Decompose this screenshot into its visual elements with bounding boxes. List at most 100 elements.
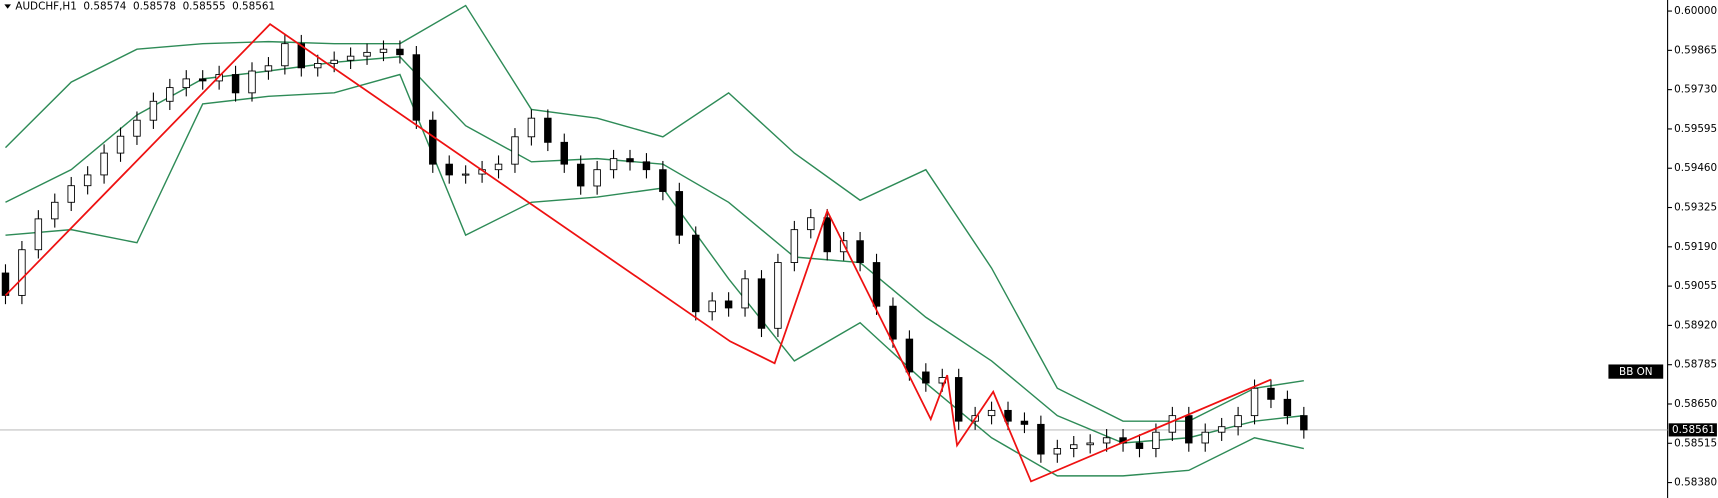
candle-body xyxy=(905,338,914,373)
plot-area xyxy=(0,4,1668,483)
candle-body xyxy=(872,262,881,307)
candle-body xyxy=(856,240,864,263)
y-tick-label: 0.58650 xyxy=(1674,398,1717,410)
symbol: AUDCHF,H1 xyxy=(15,1,77,13)
header-price: 0.58561 xyxy=(232,1,275,13)
candle-body xyxy=(807,217,815,231)
candle-body xyxy=(1020,420,1029,425)
candle-body xyxy=(889,305,897,340)
candle-body xyxy=(396,48,404,56)
candle-body xyxy=(576,163,585,187)
header-price: 0.58555 xyxy=(183,1,226,13)
candle-body xyxy=(922,371,930,384)
candle-body xyxy=(412,54,421,121)
candle-body xyxy=(248,70,256,94)
current-price-label: 0.58561 xyxy=(1672,424,1715,436)
candle-body xyxy=(116,135,125,154)
candle-body xyxy=(642,161,651,171)
candle-body xyxy=(560,141,568,165)
candle-body xyxy=(461,173,470,176)
candle-body xyxy=(1070,444,1078,449)
candle-body xyxy=(494,163,503,171)
candle-body xyxy=(1185,415,1193,444)
candle-body xyxy=(757,278,766,329)
badge-box xyxy=(1608,364,1664,379)
y-tick-label: 0.59460 xyxy=(1674,162,1717,174)
candle-body xyxy=(987,409,996,417)
y-tick-label: 0.59190 xyxy=(1674,241,1717,253)
candle-body xyxy=(724,300,733,309)
candle-body xyxy=(100,152,108,176)
candle-body xyxy=(954,377,963,422)
candle-body xyxy=(363,51,371,57)
candle-body xyxy=(609,158,618,171)
candle-body xyxy=(215,74,223,82)
y-tick-label: 0.59865 xyxy=(1674,44,1717,56)
candle-body xyxy=(1037,423,1045,455)
candle-body xyxy=(593,169,601,187)
candle-body xyxy=(346,55,355,61)
candle-body xyxy=(790,229,799,263)
candle-body xyxy=(379,48,388,53)
candle-body xyxy=(1135,442,1144,449)
candle-body xyxy=(675,191,684,236)
candle-body xyxy=(83,174,92,187)
candle-body xyxy=(527,117,536,138)
candle-body xyxy=(1250,387,1259,417)
candle-body xyxy=(1267,387,1275,400)
candle-body xyxy=(297,43,306,69)
candle-body xyxy=(182,78,190,89)
candle-body xyxy=(67,185,75,203)
candle-body xyxy=(198,78,207,82)
candle-body xyxy=(1053,448,1062,455)
candle-body xyxy=(1086,442,1094,446)
candle-body xyxy=(1152,431,1160,449)
candle-body xyxy=(1234,415,1242,428)
y-tick-label: 0.59730 xyxy=(1674,84,1717,96)
candle-body xyxy=(1004,409,1012,422)
candle-body xyxy=(511,136,519,165)
candle-body xyxy=(626,158,634,163)
current-price-box xyxy=(1668,423,1717,437)
y-tick-label: 0.58785 xyxy=(1674,359,1717,371)
header-price: 0.58578 xyxy=(133,1,176,13)
candle-body xyxy=(166,87,174,102)
candle-body xyxy=(429,119,437,165)
candle-body xyxy=(281,43,289,67)
candle-body xyxy=(314,63,322,69)
candle-body xyxy=(708,300,716,313)
chart-header: AUDCHF,H1 0.58574 0.58578 0.58555 0.58561 xyxy=(15,1,275,13)
candle-body xyxy=(18,249,26,296)
menu-triangle xyxy=(4,4,11,9)
candle-body xyxy=(1102,437,1111,444)
candle-body xyxy=(544,117,552,143)
candle-body xyxy=(823,217,831,253)
candle-body xyxy=(231,74,240,94)
y-tick-label: 0.60000 xyxy=(1674,5,1717,17)
candle-body xyxy=(659,169,667,192)
candle-body xyxy=(741,278,749,309)
candle-body xyxy=(330,59,338,64)
candle-body xyxy=(1283,398,1292,417)
candle-body xyxy=(149,100,158,121)
y-tick-label: 0.58380 xyxy=(1674,477,1717,489)
y-tick-label: 0.59595 xyxy=(1674,123,1717,135)
candle-body xyxy=(445,163,453,176)
candle-body xyxy=(51,201,59,220)
candle-body xyxy=(34,218,43,251)
y-tick-label: 0.58515 xyxy=(1674,437,1717,449)
y-tick-label: 0.59325 xyxy=(1674,202,1717,214)
header-price: 0.58574 xyxy=(83,1,126,13)
y-tick-label: 0.59055 xyxy=(1674,280,1717,292)
candle-body xyxy=(1217,426,1226,433)
zigzag-line xyxy=(4,23,1272,483)
candle-body xyxy=(1300,415,1308,431)
candle-body xyxy=(1168,415,1177,433)
candle-body xyxy=(133,119,141,137)
bollinger-band xyxy=(4,4,1304,422)
y-tick-label: 0.58920 xyxy=(1674,319,1717,331)
candle-body xyxy=(264,65,273,72)
candle-body xyxy=(774,262,782,329)
indicator-badge: BB ON xyxy=(1608,364,1664,379)
